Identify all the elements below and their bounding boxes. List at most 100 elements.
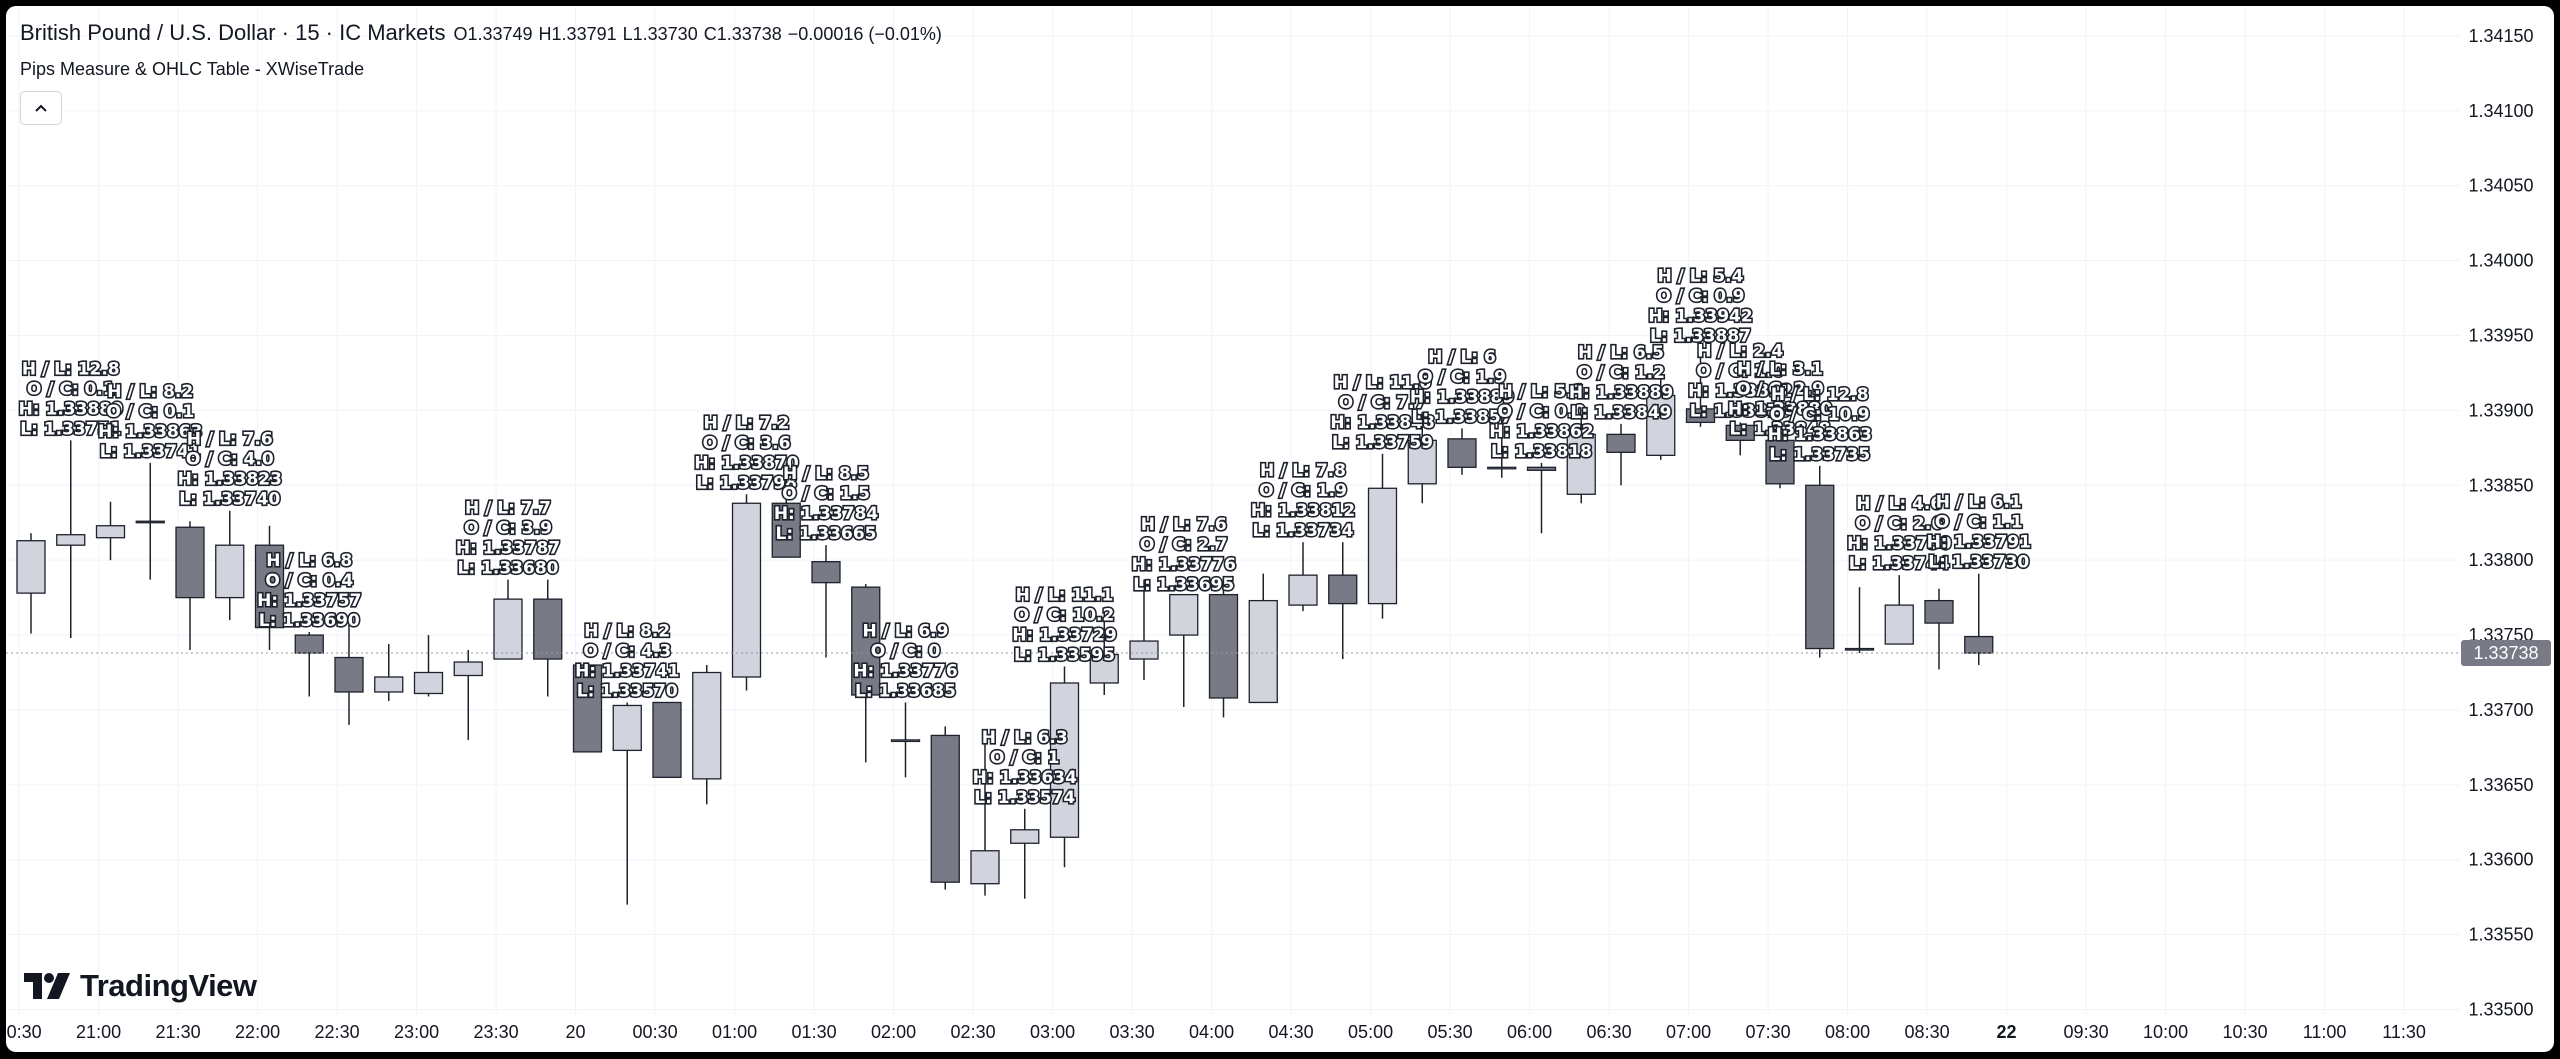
time-tick-label: 01:30: [792, 1022, 837, 1042]
candle-body: [1248, 599, 1278, 704]
candle: [1089, 612, 1119, 695]
candles: [16, 347, 1994, 905]
time-tick-label: 22:00: [235, 1022, 280, 1042]
logo-text: TradingView: [80, 968, 257, 1003]
time-tick-label: 11:30: [2382, 1022, 2426, 1042]
time-tick-label: 21:30: [156, 1022, 201, 1042]
candle-body: [1725, 424, 1755, 442]
ohlc-open: O1.33749: [453, 24, 533, 44]
candle-body: [413, 671, 444, 695]
time-tick-label: 07:00: [1666, 1022, 1711, 1042]
annotation-line: H / L: 12.8: [22, 359, 120, 379]
time-tick-label: 05:00: [1348, 1022, 1393, 1042]
candle-body: [771, 502, 801, 558]
annotation-line: O / C: 1.9: [1259, 481, 1347, 501]
annotation-line: H: 1.33784: [774, 504, 879, 524]
candle-body: [572, 664, 603, 753]
annotation-line: H / L: 8.2: [584, 621, 670, 641]
annotation-line: H: 1.33776: [1132, 555, 1236, 575]
candle-body: [1884, 604, 1914, 645]
candle-body: [16, 540, 46, 594]
annotation-line: H / L: 6.5: [1578, 343, 1664, 363]
annotation-line: H / L: 6: [1428, 347, 1496, 367]
ohlc-low: L1.33730: [622, 24, 698, 44]
candle-body: [1367, 487, 1398, 605]
candle: [1049, 666, 1080, 868]
candle: [1367, 453, 1398, 619]
candle-body: [1089, 653, 1119, 684]
price-tick-label: 1.33650: [2468, 775, 2533, 795]
time-tick-label: 21:00: [76, 1022, 121, 1042]
annotation-line: H: 1.33848: [1330, 413, 1434, 433]
time-tick-label: 02:00: [871, 1022, 916, 1042]
annotation-line: H: 1.33863: [1768, 425, 1872, 445]
ohlc-close: C1.33738: [703, 24, 782, 44]
annotation-line: H / L: 6.1: [1936, 493, 2022, 513]
ohlc-high: H1.33791: [538, 24, 617, 44]
annotation-line: H: 1.33889: [1410, 387, 1514, 407]
annotation-line: O / C: 4.0: [186, 450, 274, 470]
price-tick-label: 1.33550: [2468, 925, 2533, 945]
candle-body: [1208, 593, 1239, 699]
annotation-line: H / L: 3.1: [1737, 359, 1823, 379]
annotation-line: O / C: 2.7: [1140, 535, 1228, 555]
annotation-line: L: 1.33685: [855, 681, 956, 701]
collapse-legend-button[interactable]: [20, 91, 62, 125]
annotation-line: O / C: 1.1: [1935, 513, 2023, 533]
candle-body: [970, 850, 1000, 885]
annotation-line: H: 1.33863: [98, 422, 202, 442]
annotation-line: O / C: 1.0: [1696, 361, 1784, 381]
tradingview-logo[interactable]: TradingView: [24, 968, 257, 1004]
annotation-line: O / C: 0.4: [265, 571, 353, 591]
symbol-title[interactable]: British Pound / U.S. Dollar · 15 · IC Ma…: [20, 20, 446, 45]
indicator-legend[interactable]: Pips Measure & OHLC Table - XWiseTrade: [20, 59, 365, 79]
candle-body: [1129, 640, 1159, 660]
annotation-line: O / C: 0.9: [1657, 286, 1745, 306]
time-tick-label: 03:30: [1110, 1022, 1155, 1042]
annotation-line: H / L: 7.8: [1260, 461, 1346, 481]
candle-body: [1844, 647, 1875, 651]
candle: [572, 664, 603, 753]
candle-body: [890, 739, 921, 743]
annotation-line: L: 1.33665: [776, 524, 877, 544]
candle: [1924, 588, 1954, 670]
candle: [1169, 593, 1199, 707]
annotation-line: O / C: 7.7: [1339, 393, 1427, 413]
annotation-line: L: 1.33570: [577, 681, 678, 701]
annotation-line: O / C: 2.6: [1855, 514, 1943, 534]
candle: [1407, 411, 1437, 504]
grid-lines: [6, 6, 2460, 1014]
annotation-line: H / L: 8.2: [107, 382, 193, 402]
annotation-line: H: 1.33757: [257, 591, 361, 611]
price-tick-label: 1.33850: [2468, 475, 2533, 495]
candle: [1487, 405, 1517, 478]
annotation-line: L: 1.33730: [1928, 553, 2029, 573]
candle: [930, 726, 960, 890]
candle: [1566, 405, 1596, 504]
candle-body: [1407, 439, 1437, 485]
annotation-line: H: 1.33880: [1728, 399, 1833, 419]
price-tick-label: 1.33950: [2468, 326, 2533, 346]
candle: [413, 635, 444, 697]
annotation-line: L: 1.33740: [179, 490, 280, 510]
candle-body: [56, 534, 86, 546]
last-price-badge: [2461, 640, 2551, 667]
time-tick-label: 20:30: [6, 1022, 42, 1042]
candle-body: [135, 520, 165, 524]
candle: [731, 494, 762, 691]
candle: [254, 525, 285, 651]
time-tick-label: 23:30: [474, 1022, 519, 1042]
annotation-line: O / C: 10.2: [1015, 606, 1115, 626]
price-tick-label: 1.33700: [2468, 700, 2533, 720]
candle: [95, 501, 126, 561]
annotation-line: H: 1.33634: [973, 768, 1078, 788]
candle-body: [1010, 829, 1040, 844]
annotation-line: O / C: 0.1: [106, 402, 194, 422]
time-tick-label: 04:30: [1269, 1022, 1314, 1042]
annotation-line: H: 1.33880: [19, 399, 124, 419]
